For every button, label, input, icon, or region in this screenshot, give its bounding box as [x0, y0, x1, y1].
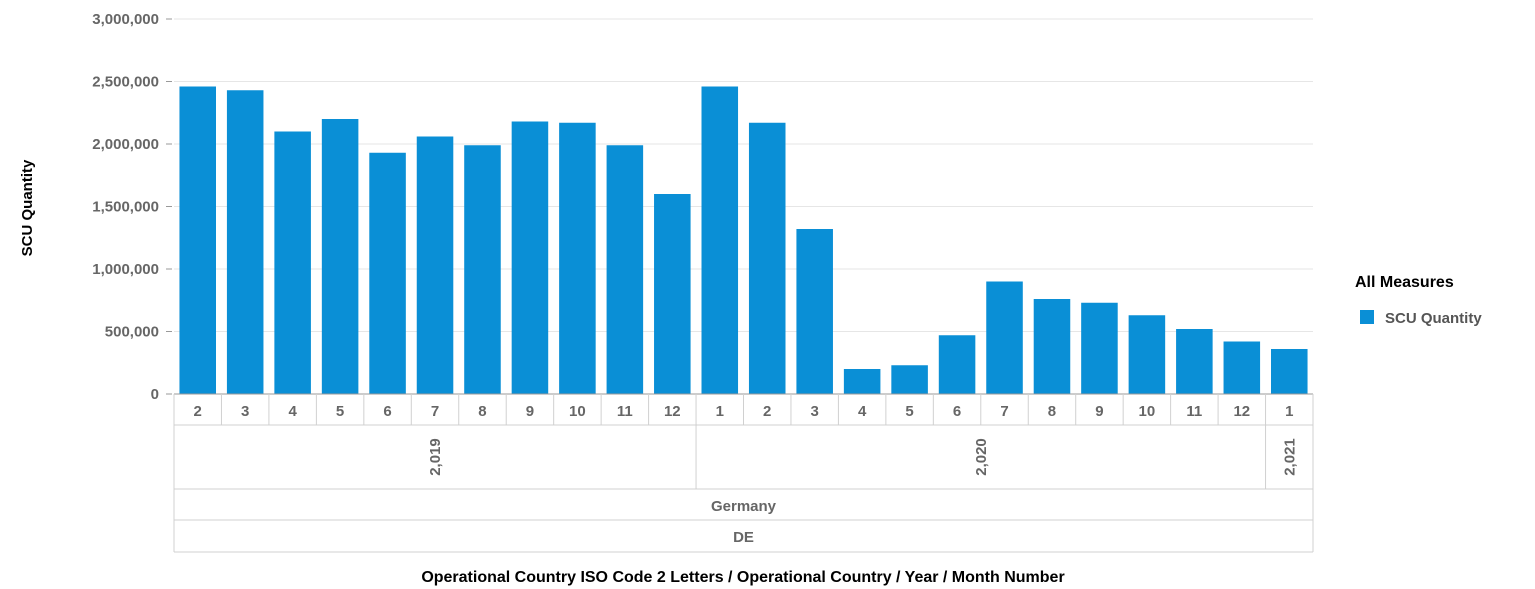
x-axis-hierarchy: 2 3 4 5 6 7 8 9 10 11 12 1 2 3 4 5 6 7 8 9 10 11 12 12,019 2,020… [173, 393, 1314, 553]
month-tick-label: 11 [617, 403, 633, 420]
year-label: 2,020 [973, 438, 990, 476]
bar[interactable] [559, 122, 596, 394]
y-axis: 0 500,000 1,000,000 1,500,000 2,000,000 2,500… [92, 11, 172, 403]
bar[interactable] [416, 136, 454, 395]
year-label: 2,019 [427, 438, 444, 476]
month-tick-label: 1 [1285, 403, 1293, 420]
bar[interactable] [1223, 341, 1261, 395]
month-tick-label: 1 [716, 403, 724, 420]
bar[interactable] [986, 281, 1023, 395]
bar[interactable] [701, 86, 739, 395]
month-tick-label: 2 [763, 403, 771, 420]
bar[interactable] [1033, 299, 1071, 394]
month-tick-label: 9 [526, 403, 534, 420]
month-tick-label: 6 [953, 403, 961, 420]
y-tick-label: 2,500,000 [92, 74, 159, 91]
iso-code-label: DE [733, 529, 754, 546]
legend-title: All Measures [1355, 274, 1454, 291]
bar[interactable] [1270, 349, 1308, 394]
month-tick-label: 11 [1186, 403, 1202, 420]
bar[interactable] [321, 119, 359, 394]
y-tick-label: 0 [151, 386, 159, 403]
legend-swatch [1360, 310, 1374, 324]
month-tick-label: 3 [811, 403, 819, 420]
y-tick-label: 3,000,000 [92, 11, 159, 28]
bar-series [179, 86, 1308, 395]
bar[interactable] [891, 365, 928, 394]
year-label: 2,021 [1281, 438, 1298, 476]
month-tick-label: 10 [569, 403, 586, 420]
country-label: Germany [711, 498, 777, 515]
bar[interactable] [179, 86, 217, 395]
month-tick-label: 10 [1139, 403, 1156, 420]
bar[interactable] [1128, 315, 1166, 394]
bar[interactable] [654, 194, 691, 394]
month-tick-label: 3 [241, 403, 249, 420]
y-tick-label: 500,000 [105, 324, 159, 341]
month-tick-label: 4 [288, 403, 297, 420]
y-tick-label: 2,000,000 [92, 136, 159, 153]
month-tick-label: 9 [1095, 403, 1103, 420]
bar[interactable] [226, 90, 264, 394]
month-tick-label: 8 [478, 403, 486, 420]
bar[interactable] [511, 121, 549, 395]
month-tick-label: 5 [336, 403, 344, 420]
month-tick-label: 7 [431, 403, 439, 420]
x-axis-label: Operational Country ISO Code 2 Letters /… [421, 569, 1064, 586]
bar[interactable] [369, 152, 406, 394]
month-tick-label: 12 [664, 403, 681, 420]
bar[interactable] [464, 145, 501, 394]
bar[interactable] [748, 122, 786, 394]
month-tick-label: 8 [1048, 403, 1056, 420]
legend: All Measures SCU Quantity [1355, 274, 1482, 327]
bar[interactable] [796, 229, 833, 394]
bar[interactable] [274, 131, 311, 395]
legend-item-scu-quantity: SCU Quantity [1385, 310, 1482, 327]
y-axis-label: SCU Quantity [19, 159, 36, 256]
month-tick-label: 6 [383, 403, 391, 420]
y-tick-label: 1,500,000 [92, 199, 159, 216]
bar[interactable] [1081, 302, 1118, 394]
month-tick-label: 5 [905, 403, 913, 420]
month-tick-label: 7 [1000, 403, 1008, 420]
y-tick-label: 1,000,000 [92, 261, 159, 278]
month-tick-label: 2 [194, 403, 202, 420]
gridlines [174, 18, 1313, 332]
bar[interactable] [1176, 329, 1213, 394]
bar[interactable] [938, 335, 976, 394]
bar[interactable] [843, 369, 881, 394]
month-tick-label: 12 [1233, 403, 1250, 420]
month-tick-label: 4 [858, 403, 867, 420]
bar[interactable] [606, 145, 644, 394]
